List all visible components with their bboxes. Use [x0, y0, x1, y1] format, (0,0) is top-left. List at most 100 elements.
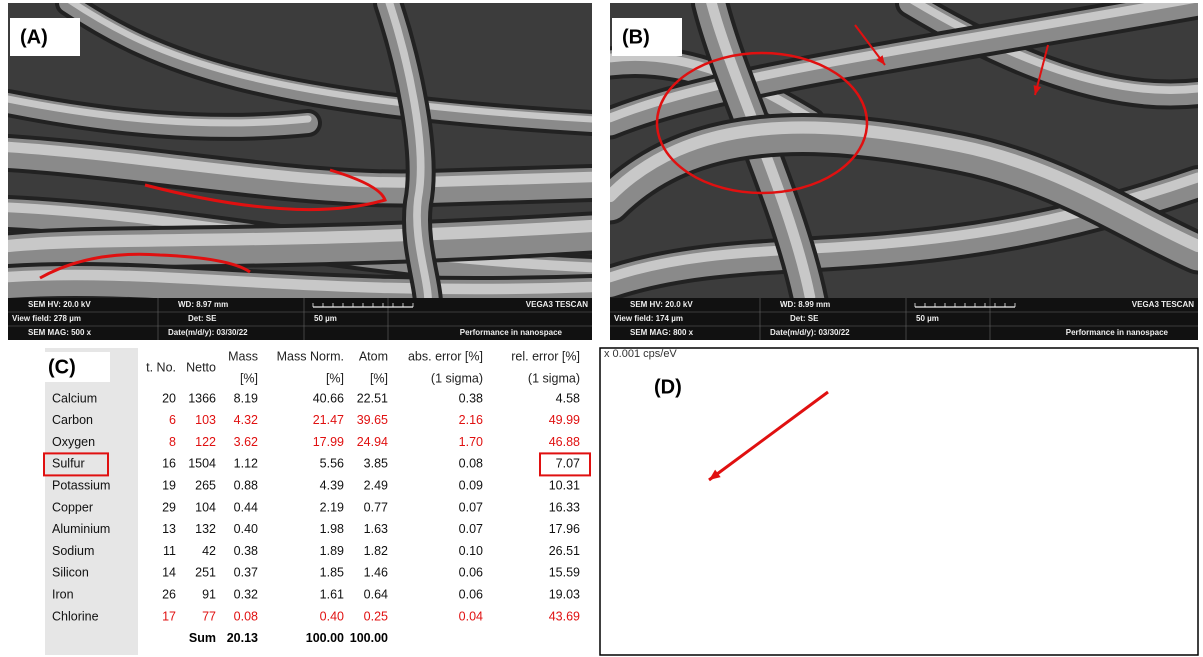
table-cell: 2.16 — [459, 413, 483, 427]
label-box — [40, 352, 110, 382]
table-cell: 91 — [202, 587, 216, 601]
table-cell: 0.08 — [459, 457, 483, 471]
annotation-ellipse — [655, 51, 869, 195]
fiber — [895, 3, 1198, 110]
table-cell: 1.61 — [320, 587, 344, 601]
table-cell: 0.40 — [234, 522, 258, 536]
info-text: VEGA3 TESCAN — [526, 300, 588, 309]
info-text: WD: 8.97 mm — [178, 300, 228, 309]
table-cell: 0.38 — [459, 391, 483, 405]
table-cell: 21.47 — [313, 413, 344, 427]
table-cell: 1.63 — [364, 522, 388, 536]
table-cell: 22.51 — [357, 391, 388, 405]
info-text: VEGA3 TESCAN — [1132, 300, 1194, 309]
column-header: [%] — [326, 371, 344, 385]
table-cell: 17.99 — [313, 435, 344, 449]
info-text: Performance in nanospace — [460, 328, 563, 337]
column-header: Netto — [186, 360, 216, 374]
table-cell: Aluminium — [52, 522, 110, 536]
table-cell: 1.82 — [364, 544, 388, 558]
table-cell: 1.46 — [364, 566, 388, 580]
table-cell: 0.44 — [234, 500, 258, 514]
table-cell: Iron — [52, 587, 74, 601]
fiber-body — [899, 3, 1198, 106]
unit-label: x 0.001 cps/eV — [604, 348, 677, 360]
table-cell: 17.96 — [549, 522, 580, 536]
info-text: SEM MAG: 500 x — [28, 328, 92, 337]
annotation-arrow — [708, 390, 829, 482]
arrow-head — [709, 469, 721, 480]
table-cell: Copper — [52, 500, 93, 514]
fiber-highlight — [8, 219, 592, 253]
table-cell: 46.88 — [549, 435, 580, 449]
table-cell: 0.06 — [459, 587, 483, 601]
column-header: (1 sigma) — [431, 371, 483, 385]
table-cell: 0.32 — [234, 587, 258, 601]
table-cell: 1.70 — [459, 435, 483, 449]
table-cell: Calcium — [52, 391, 97, 405]
panel-label-box — [10, 18, 80, 56]
table-cell: 42 — [202, 544, 216, 558]
fiber — [610, 3, 1198, 140]
table-cell: 5.56 — [320, 457, 344, 471]
table-cell: 4.58 — [556, 391, 580, 405]
table-cell: 19.03 — [549, 587, 580, 601]
info-bar — [8, 298, 592, 340]
table-cell: 0.88 — [234, 478, 258, 492]
sum-cell: 20.13 — [227, 631, 258, 645]
arrow-head — [1033, 85, 1042, 95]
table-cell: 16.33 — [549, 500, 580, 514]
column-header: Atom — [359, 349, 388, 363]
table-cell: 16 — [162, 457, 176, 471]
sem-image — [610, 3, 1198, 298]
table-cell: 122 — [195, 435, 216, 449]
arrow-head — [876, 55, 885, 65]
table-cell: 19 — [162, 478, 176, 492]
table-cell: 0.04 — [459, 609, 483, 623]
table-cell: 132 — [195, 522, 216, 536]
table-cell: 77 — [202, 609, 216, 623]
fiber-body — [8, 138, 592, 204]
fiber-body — [8, 265, 592, 298]
table-cell: 8 — [169, 435, 176, 449]
annotation-arc — [39, 252, 251, 280]
table-cell: 10.31 — [549, 478, 580, 492]
table-cell: 1.89 — [320, 544, 344, 558]
info-text: Date(m/d/y): 03/30/22 — [168, 328, 248, 337]
column-header: abs. error [%] — [408, 349, 483, 363]
info-text: View field: 174 µm — [614, 314, 683, 323]
table-cell: 43.69 — [549, 609, 580, 623]
fiber-body — [8, 215, 592, 271]
column-header: Mass — [228, 349, 258, 363]
sum-cell: 100.00 — [306, 631, 344, 645]
table-cell: Sulfur — [52, 457, 85, 471]
table-cell: 4.39 — [320, 478, 344, 492]
fiber-highlight — [67, 3, 592, 123]
fiber-highlight — [610, 121, 1198, 253]
table-cell: 15.59 — [549, 566, 580, 580]
fiber-highlight — [385, 3, 432, 298]
fiber — [8, 261, 592, 298]
table-cell: 26 — [162, 587, 176, 601]
panel-label: (D) — [654, 376, 682, 398]
panel-label-box — [612, 18, 682, 56]
column-header: t. No. — [146, 360, 176, 374]
table-cell: 1.98 — [320, 522, 344, 536]
table-cell: 1366 — [188, 391, 216, 405]
fiber — [8, 211, 592, 275]
panel-label: (C) — [48, 356, 76, 378]
column-header: [%] — [240, 371, 258, 385]
table-cell: 39.65 — [357, 413, 388, 427]
table-cell: 2.49 — [364, 478, 388, 492]
table-cell: 103 — [195, 413, 216, 427]
column-header: [%] — [370, 371, 388, 385]
info-bar — [610, 298, 1198, 340]
fiber-highlight — [8, 95, 312, 127]
highlight-box — [539, 452, 591, 477]
table-cell: 0.25 — [364, 609, 388, 623]
column-header: Mass Norm. — [277, 349, 344, 363]
panel-label: (B) — [622, 26, 650, 48]
table-cell: 251 — [195, 566, 216, 580]
table-cell: 0.64 — [364, 587, 388, 601]
